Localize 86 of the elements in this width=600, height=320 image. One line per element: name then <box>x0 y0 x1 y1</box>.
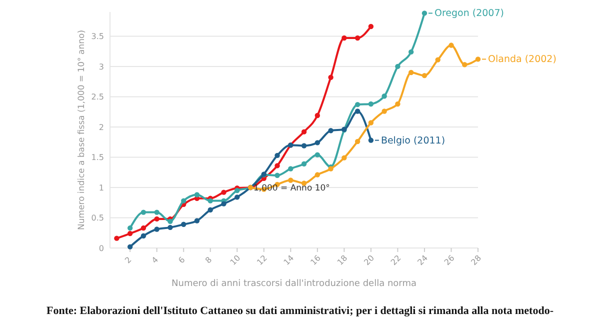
point <box>301 129 307 134</box>
y-axis-title: Numero indice a base fissa (1,000 = 10° anno) <box>77 30 87 230</box>
x-tick-label: 22 <box>389 253 403 268</box>
legend-label: Oregon (2007) <box>434 8 504 20</box>
point <box>354 35 360 41</box>
point <box>462 62 468 68</box>
point <box>382 108 387 114</box>
point <box>342 155 347 160</box>
point <box>314 172 320 178</box>
y-tick-label: 1 <box>98 183 104 192</box>
x-axis-title: Numero di anni trascorsi dall'introduzione della norma <box>172 279 416 289</box>
point <box>140 225 146 231</box>
point <box>382 94 387 99</box>
point <box>154 226 160 232</box>
point <box>354 102 360 108</box>
point <box>208 198 213 204</box>
x-tick-label: 4 <box>150 255 160 266</box>
point <box>127 230 133 236</box>
x-tick-label: 24 <box>416 253 430 268</box>
legend-label: Olanda (2002) <box>488 54 556 66</box>
point <box>194 218 200 224</box>
point <box>221 190 226 195</box>
point <box>127 225 133 231</box>
point <box>395 101 400 107</box>
point <box>301 161 307 166</box>
point <box>314 152 320 158</box>
point <box>234 188 240 194</box>
point <box>194 192 200 198</box>
x-tick-label: 14 <box>282 253 296 268</box>
point <box>301 143 307 148</box>
y-tick-label: 2 <box>98 122 104 132</box>
point <box>408 70 414 76</box>
point <box>354 108 360 114</box>
point <box>288 166 294 172</box>
point <box>354 138 360 144</box>
point <box>328 74 334 80</box>
point <box>274 163 280 168</box>
x-tick-label: 18 <box>336 253 350 268</box>
y-tick-label: 0.5 <box>91 214 104 223</box>
point <box>475 56 481 62</box>
point <box>168 224 173 230</box>
point <box>342 35 347 41</box>
x-tick-label: 8 <box>204 255 214 266</box>
point <box>328 128 334 134</box>
x-tick-label: 12 <box>255 253 269 268</box>
legend-label: Belgio (2011) <box>380 135 446 146</box>
point <box>422 10 428 16</box>
point <box>221 201 226 206</box>
y-tick-label: 2.5 <box>91 92 104 102</box>
x-tick-label: 2 <box>123 255 134 266</box>
point <box>234 194 240 200</box>
point <box>114 236 120 241</box>
point <box>154 210 160 215</box>
point <box>368 120 374 126</box>
point <box>181 222 186 227</box>
point <box>395 64 400 70</box>
point <box>435 57 440 62</box>
point <box>140 210 146 215</box>
point <box>448 42 454 48</box>
point <box>288 178 294 183</box>
x-tick-label: 16 <box>308 253 322 268</box>
x-tick-label: 10 <box>228 253 242 268</box>
x-tick-label: 28 <box>469 253 484 268</box>
point <box>181 198 186 204</box>
point <box>314 140 320 146</box>
y-tick-label: 1.5 <box>91 153 104 162</box>
point <box>408 49 414 55</box>
y-tick-label: 0 <box>98 244 104 253</box>
point <box>127 244 133 250</box>
y-tick-label: 3 <box>98 62 104 72</box>
point <box>368 24 374 30</box>
x-tick-label: 20 <box>362 253 376 268</box>
point <box>422 72 428 78</box>
y-tick-label: 3.5 <box>91 32 104 42</box>
point <box>140 233 146 238</box>
point <box>274 152 280 158</box>
point <box>168 218 173 224</box>
x-tick-label: 26 <box>442 253 456 268</box>
source-note: Fonte: Elaborazioni dell'Istituto Cattaneo su dati amministrativi; per i dettagli si rimanda alla nota metodo- <box>46 305 554 317</box>
point <box>314 112 320 118</box>
x-tick-label: 6 <box>176 255 187 266</box>
point <box>274 172 280 178</box>
point <box>154 216 160 222</box>
point <box>368 101 374 107</box>
point <box>368 138 374 143</box>
point <box>208 207 213 212</box>
